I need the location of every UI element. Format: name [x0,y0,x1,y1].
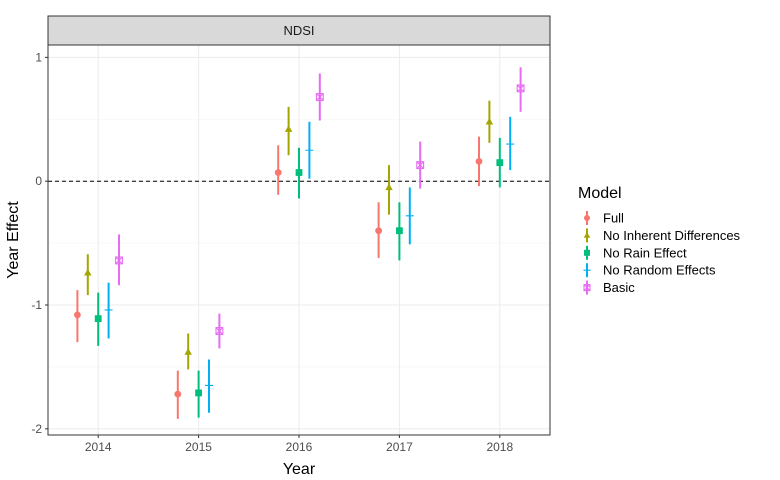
series-1 [84,100,494,370]
legend-key-symbol [584,215,590,221]
x-tick-label: 2016 [286,440,313,454]
data-point [516,84,525,93]
data-point [195,389,202,397]
data-point [94,315,102,323]
data-point [205,381,213,390]
legend-label: No Random Effects [603,263,716,278]
data-point [475,157,483,165]
legend-title: Model [578,185,622,202]
data-point [405,211,414,220]
data-point-box [115,256,123,265]
data-point-cross [115,256,123,265]
y-axis: -2 -1 0 1 [31,50,48,436]
legend-key-symbol-box [583,284,591,292]
x-tick-label: 2015 [185,440,212,454]
data-point [496,159,504,167]
y-axis-title: Year Effect [5,201,22,279]
data-point [284,125,293,132]
data-point-cross [215,327,224,335]
series-4 [115,67,525,349]
data-point [184,348,192,355]
series-3 [104,116,515,413]
data-point [215,327,224,335]
y-tick-label: -2 [31,422,42,436]
data-point [485,117,494,125]
y-tick-label: 1 [35,50,42,64]
facet-strip [47,15,551,46]
data-point-cross [516,84,525,93]
x-tick-label: 2017 [386,440,413,454]
data-point [315,93,324,101]
data-point-box [516,84,525,93]
data-marks [74,67,525,419]
facet-strip-label: NDSI [283,23,314,38]
data-point [104,305,113,314]
legend-item: Basic [583,280,635,295]
series-2 [94,137,504,418]
x-tick-label: 2018 [486,440,513,454]
y-tick-label: 0 [35,174,42,188]
data-point [506,140,515,149]
data-point-box [215,327,224,335]
data-point-box [416,161,425,170]
data-point-cross [316,93,324,101]
legend-key-symbol-cross [583,284,591,291]
y-tick-label: -1 [31,298,42,312]
legend-label: No Inherent Differences [603,228,741,243]
data-point [375,227,382,235]
series-0 [74,136,483,419]
legend-key-symbol [583,231,591,238]
grid-lines [48,45,550,435]
legend-item: Full [584,211,624,226]
legend: Model Full No Inherent Differences No Rain… [578,185,741,295]
legend-item: No Random Effects [583,263,716,278]
data-point-cross [416,161,424,169]
x-axis: 2014 2015 2016 2017 2018 [85,435,513,454]
x-tick-label: 2014 [85,440,112,454]
data-point [295,169,303,176]
legend-label: Full [603,211,624,226]
legend-item: No Rain Effect [584,245,687,260]
legend-label: No Rain Effect [603,245,687,260]
data-point [396,227,403,235]
legend-key-symbol [583,284,591,292]
x-axis-title: Year [283,461,316,478]
legend-key-symbol [583,266,591,274]
legend-item: No Inherent Differences [583,228,741,243]
data-point [274,169,282,176]
data-point [84,268,92,276]
data-point [416,161,425,170]
data-point [174,390,182,398]
data-point [385,183,393,191]
data-point-box [315,93,324,101]
legend-label: Basic [603,280,635,295]
data-point [305,146,314,155]
data-point [74,311,81,319]
legend-key-symbol [584,249,590,256]
data-point [115,256,123,265]
